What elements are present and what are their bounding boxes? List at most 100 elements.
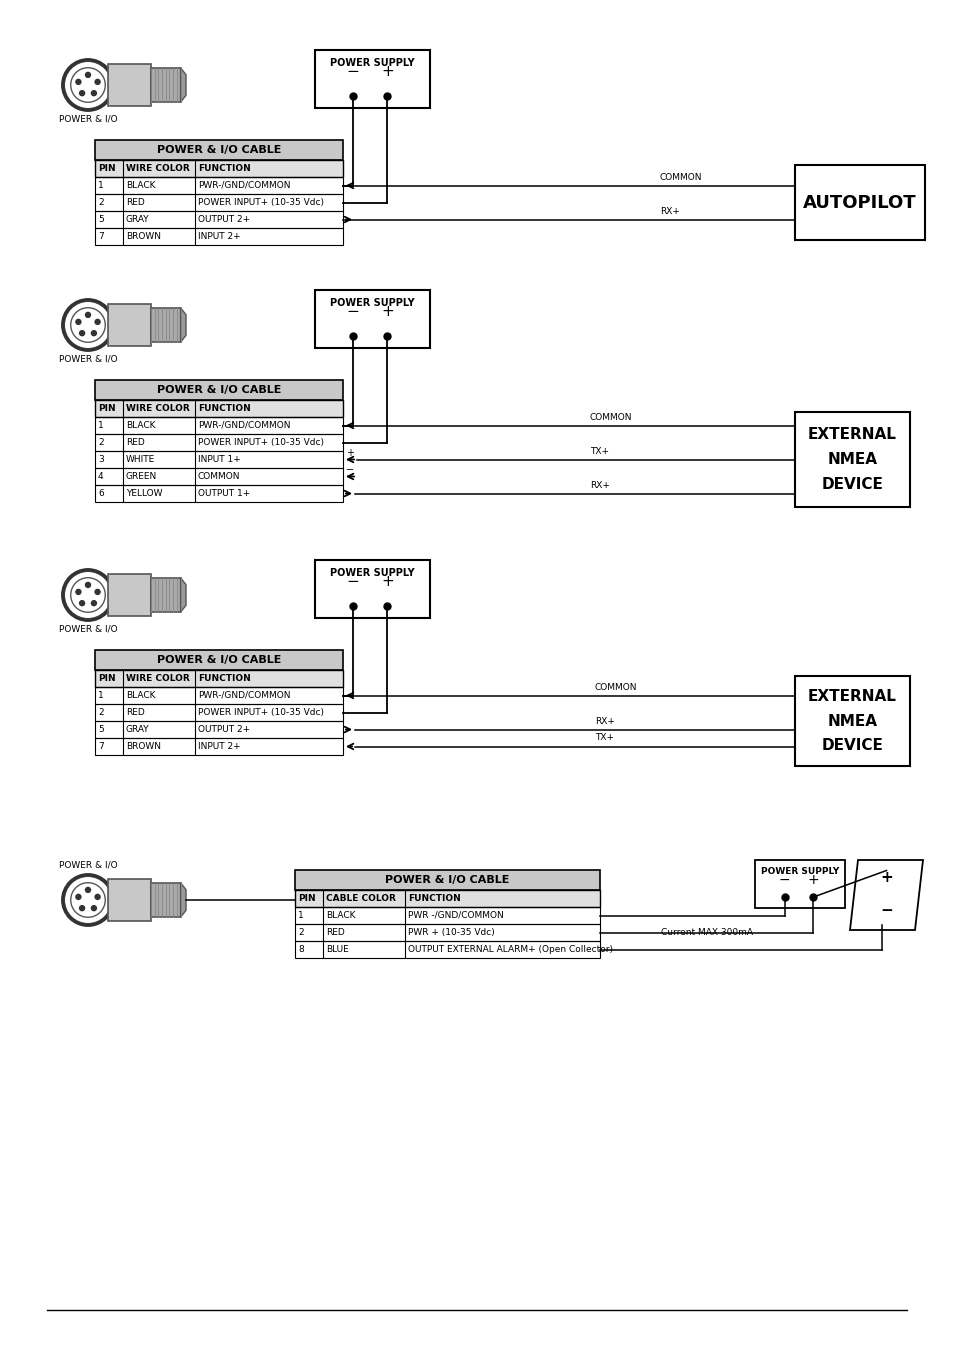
Text: PIN: PIN — [98, 674, 115, 682]
Text: +: + — [380, 305, 394, 320]
Bar — [794, 676, 909, 766]
Bar — [314, 50, 430, 108]
Text: BLACK: BLACK — [126, 691, 155, 700]
Text: WIRE COLOR: WIRE COLOR — [126, 403, 190, 413]
Polygon shape — [180, 68, 186, 102]
Text: GRAY: GRAY — [126, 724, 150, 734]
Text: +: + — [346, 448, 354, 459]
Text: POWER SUPPLY: POWER SUPPLY — [330, 567, 415, 578]
Text: 5: 5 — [98, 724, 104, 734]
Text: 3: 3 — [98, 455, 104, 464]
Bar — [754, 860, 844, 909]
Text: PWR-/GND/COMMON: PWR-/GND/COMMON — [198, 691, 291, 700]
Text: +: + — [807, 873, 819, 887]
Bar — [95, 738, 343, 756]
Bar — [294, 871, 599, 890]
Text: YELLOW: YELLOW — [126, 489, 162, 498]
Text: TX+: TX+ — [589, 447, 608, 455]
Text: POWER INPUT+ (10-35 Vdc): POWER INPUT+ (10-35 Vdc) — [198, 198, 324, 207]
Circle shape — [86, 313, 91, 317]
Text: PWR-/GND/COMMON: PWR-/GND/COMMON — [198, 421, 291, 431]
Text: GRAY: GRAY — [126, 215, 150, 223]
Circle shape — [91, 330, 96, 336]
Text: BROWN: BROWN — [126, 742, 161, 751]
Text: RED: RED — [126, 437, 145, 447]
Text: 2: 2 — [98, 708, 104, 718]
Circle shape — [86, 582, 91, 588]
Circle shape — [79, 906, 85, 911]
Polygon shape — [180, 578, 186, 612]
Text: POWER SUPPLY: POWER SUPPLY — [760, 867, 839, 876]
Text: −: − — [346, 466, 354, 475]
Text: EXTERNAL
NMEA
DEVICE: EXTERNAL NMEA DEVICE — [807, 689, 896, 753]
Bar — [95, 485, 343, 502]
Circle shape — [95, 589, 100, 594]
Text: GREEN: GREEN — [126, 473, 157, 481]
Text: POWER INPUT+ (10-35 Vdc): POWER INPUT+ (10-35 Vdc) — [198, 437, 324, 447]
Text: INPUT 2+: INPUT 2+ — [198, 742, 240, 751]
Text: −: − — [346, 574, 359, 589]
Circle shape — [76, 80, 81, 84]
Text: RX+: RX+ — [589, 481, 609, 490]
Text: AUTOPILOT: AUTOPILOT — [802, 194, 916, 211]
Text: POWER SUPPLY: POWER SUPPLY — [330, 298, 415, 307]
Text: COMMON: COMMON — [589, 413, 632, 421]
Circle shape — [86, 887, 91, 892]
Bar — [314, 561, 430, 617]
Circle shape — [79, 91, 85, 96]
Text: PWR-/GND/COMMON: PWR-/GND/COMMON — [198, 181, 291, 190]
Text: PWR -/GND/COMMON: PWR -/GND/COMMON — [408, 911, 503, 919]
Bar — [151, 883, 180, 917]
Text: 2: 2 — [98, 437, 104, 447]
Text: FUNCTION: FUNCTION — [198, 403, 251, 413]
Text: 1: 1 — [98, 421, 104, 431]
Bar — [95, 177, 343, 194]
Text: +: + — [880, 871, 892, 886]
Bar — [95, 468, 343, 485]
Text: RX+: RX+ — [659, 207, 679, 215]
Text: POWER & I/O CABLE: POWER & I/O CABLE — [156, 655, 281, 665]
Text: INPUT 2+: INPUT 2+ — [198, 232, 240, 241]
Circle shape — [91, 601, 96, 605]
Text: POWER & I/O CABLE: POWER & I/O CABLE — [156, 145, 281, 154]
Text: POWER & I/O: POWER & I/O — [59, 861, 117, 871]
Text: INPUT 1+: INPUT 1+ — [198, 455, 240, 464]
Text: 4: 4 — [98, 473, 104, 481]
Bar — [95, 435, 343, 451]
Bar — [794, 412, 909, 506]
Text: BLACK: BLACK — [126, 181, 155, 190]
Text: COMMON: COMMON — [595, 682, 637, 692]
Text: OUTPUT 2+: OUTPUT 2+ — [198, 724, 250, 734]
Text: EXTERNAL
NMEA
DEVICE: EXTERNAL NMEA DEVICE — [807, 428, 896, 492]
Text: FUNCTION: FUNCTION — [198, 164, 251, 173]
Bar — [108, 879, 151, 921]
Circle shape — [76, 895, 81, 899]
Text: −: − — [880, 903, 892, 918]
Text: POWER & I/O CABLE: POWER & I/O CABLE — [156, 385, 281, 395]
Circle shape — [95, 320, 100, 325]
Circle shape — [95, 80, 100, 84]
Text: RX+: RX+ — [595, 716, 615, 726]
Text: PIN: PIN — [98, 403, 115, 413]
Text: POWER & I/O CABLE: POWER & I/O CABLE — [385, 875, 509, 886]
Text: RED: RED — [126, 708, 145, 718]
Circle shape — [79, 330, 85, 336]
Bar — [95, 417, 343, 435]
Circle shape — [95, 895, 100, 899]
Text: −: − — [346, 305, 359, 320]
Bar — [95, 720, 343, 738]
Text: 7: 7 — [98, 232, 104, 241]
Bar — [95, 194, 343, 211]
Text: FUNCTION: FUNCTION — [198, 674, 251, 682]
Circle shape — [91, 91, 96, 96]
Text: POWER & I/O: POWER & I/O — [59, 626, 117, 634]
Bar — [294, 923, 599, 941]
Circle shape — [79, 601, 85, 605]
Text: PIN: PIN — [98, 164, 115, 173]
Bar — [95, 227, 343, 245]
Text: COMMON: COMMON — [198, 473, 240, 481]
Bar — [95, 399, 343, 417]
Bar — [314, 290, 430, 348]
Text: +: + — [380, 574, 394, 589]
Text: COMMON: COMMON — [659, 172, 701, 181]
